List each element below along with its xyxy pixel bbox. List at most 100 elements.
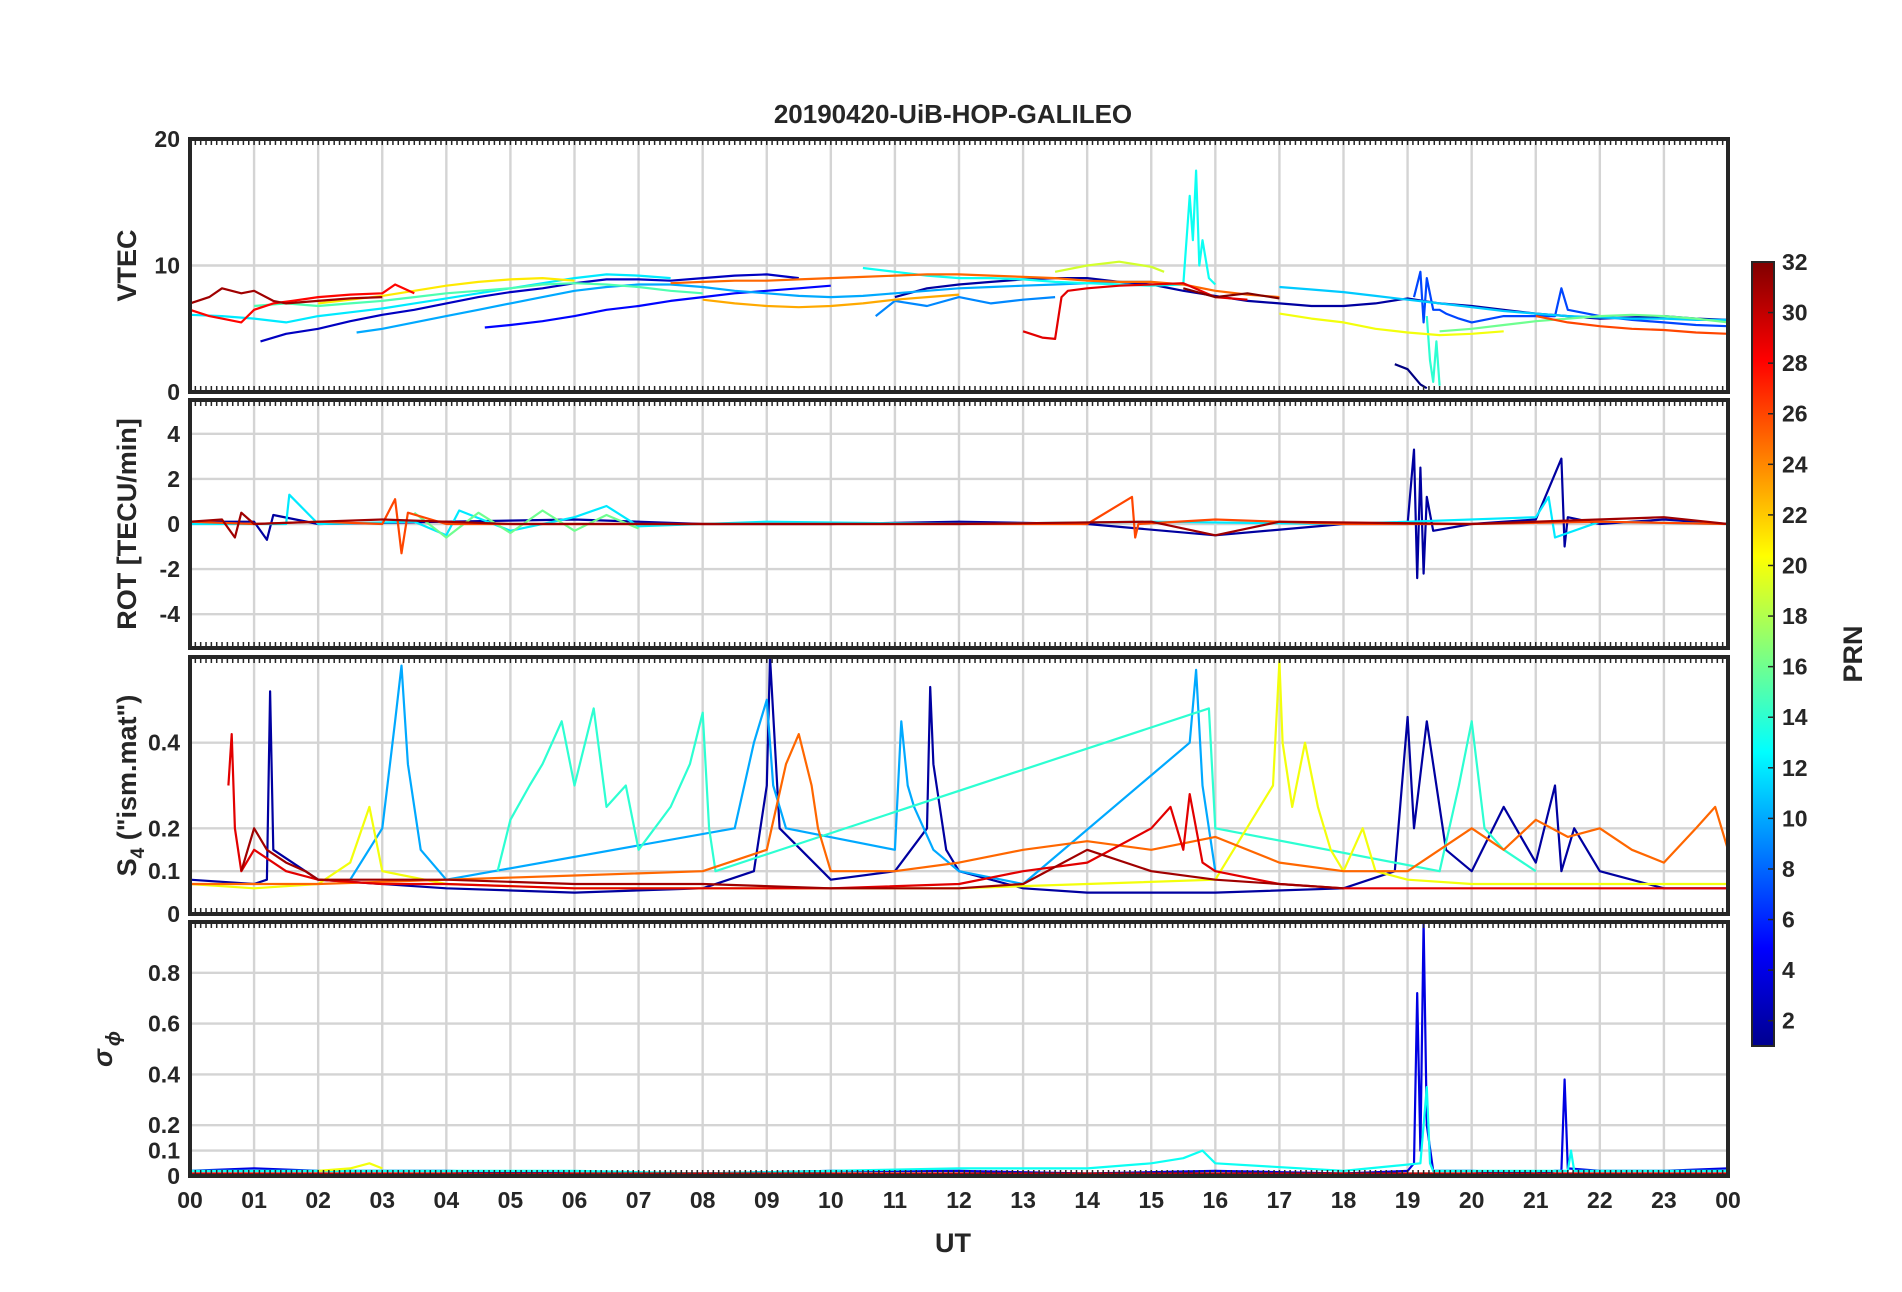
x-tick-label: 16 [1203,1187,1229,1213]
colorbar-tick-label: 10 [1782,805,1808,831]
series-prn-31 [190,287,383,305]
colorbar-tick-label: 4 [1782,957,1795,983]
series-prn-14 [1425,316,1441,386]
x-tick-label: 08 [690,1187,716,1213]
x-tick-label: 12 [946,1187,972,1213]
y-tick-label: 2 [167,466,180,492]
panel-s4: 0 0.1 0.2 0.4S4 ("ism.mat") [112,655,1730,927]
series-prn-29 [1022,282,1248,340]
y-tick-label: 10 [154,253,180,279]
x-tick-label: 00 [177,1187,203,1213]
series-prn-20 [318,1162,383,1172]
series-prn-23 [702,293,960,309]
series-prn-20 [190,660,1728,890]
y-axis-label-s4: S4 ("ism.mat") [112,695,149,877]
colorbar-tick-label: 14 [1782,704,1808,730]
series-prn-32 [1183,287,1280,300]
series-prn-19 [1054,260,1165,273]
x-tick-label: 06 [562,1187,588,1213]
panel-frame [188,398,1730,650]
y-tick-label: 0.1 [148,858,180,884]
series-prn-31 [240,827,1344,890]
series-group [190,448,1728,580]
y-tick-label: 0.2 [148,815,180,841]
y-axis-label-vtec: VTEC [112,229,142,301]
colorbar-tick-label: 26 [1782,401,1808,427]
y-tick-label: 0 [167,1163,180,1189]
y-tick-label: 0.8 [148,960,180,986]
series-prn-14 [496,707,1537,873]
x-axis: 00 01 02 03 04 05 06 07 08 09 10 11 12 13 14 15 16 17 18 19… [177,1187,1741,1213]
panel-rot: -4 -2 0 2 4 ROT [TECU/min] [112,398,1730,650]
y-tick-label: 0 [167,379,180,405]
colorbar-tick-label: 28 [1782,350,1808,376]
series-prn-12 [190,493,1728,539]
series-prn-31 [190,511,1728,539]
y-tick-label: -2 [160,556,180,582]
x-tick-label: 01 [241,1187,267,1213]
y-tick-label: 20 [154,126,180,152]
y-tick-label: 0.4 [148,1061,180,1087]
x-tick-label: 21 [1523,1187,1549,1213]
series-prn-2 [190,657,1728,894]
x-tick-label: 05 [498,1187,524,1213]
y-tick-label: 0.2 [148,1112,180,1138]
y-axis-label-sigma_phi: σϕ [88,1031,125,1067]
series-group [190,169,1728,390]
colorbar-tick-label: 18 [1782,603,1808,629]
panel-frame [188,137,1730,394]
colorbar-gradient [1751,261,1775,1047]
colorbar-tick-label: 24 [1782,451,1808,477]
y-tick-label: 0 [167,901,180,927]
panel-frame [188,655,1730,916]
series-prn-5 [484,284,831,329]
series-prn-10 [356,280,1152,334]
series-prn-26 [1535,315,1728,335]
series-prn-29 [227,732,1728,890]
x-tick-label: 03 [369,1187,395,1213]
y-tick-label: 0.4 [148,730,180,756]
colorbar-tick-label: 20 [1782,552,1808,578]
series-prn-1 [1394,363,1428,390]
series-prn-7 [1412,270,1728,328]
x-tick-label: 07 [626,1187,652,1213]
x-tick-label: 10 [818,1187,844,1213]
x-tick-label: 00 [1715,1187,1741,1213]
chart-title: 20190420-UiB-HOP-GALILEO [774,99,1132,129]
series-prn-16 [1439,313,1728,333]
series-prn-13 [862,169,1217,287]
colorbar-tick-label: 8 [1782,856,1795,882]
series-prn-15 [254,282,703,308]
y-tick-label: 4 [167,421,180,447]
panel-vtec: 0 10 20 VTEC [112,126,1730,405]
y-tick-label: 0 [167,511,180,537]
x-tick-label: 04 [434,1187,460,1213]
colorbar-tick-label: 30 [1782,300,1808,326]
series-prn-9 [875,296,1056,317]
x-tick-label: 17 [1267,1187,1293,1213]
x-tick-label: 13 [1010,1187,1036,1213]
x-tick-label: 22 [1587,1187,1613,1213]
series-group [190,657,1728,894]
panel-frame [188,920,1730,1178]
series-prn-20 [1279,312,1504,337]
y-tick-label: 0.1 [148,1138,180,1164]
colorbar-tick-label: 32 [1782,249,1808,275]
x-tick-label: 23 [1651,1187,1677,1213]
y-tick-label: 0.6 [148,1011,180,1037]
x-axis-label: UT [935,1228,971,1258]
colorbar-tick-label: 2 [1782,1008,1795,1034]
x-tick-label: 02 [305,1187,331,1213]
series-prn-10 [349,664,1217,886]
series-prn-12 [190,273,671,324]
colorbar-tick-label: 16 [1782,654,1808,680]
series-prn-11 [1279,285,1728,321]
x-tick-label: 11 [883,1187,908,1213]
x-tick-label: 20 [1459,1187,1485,1213]
x-tick-label: 15 [1138,1187,1164,1213]
x-tick-label: 18 [1331,1187,1357,1213]
x-tick-label: 09 [754,1187,780,1213]
